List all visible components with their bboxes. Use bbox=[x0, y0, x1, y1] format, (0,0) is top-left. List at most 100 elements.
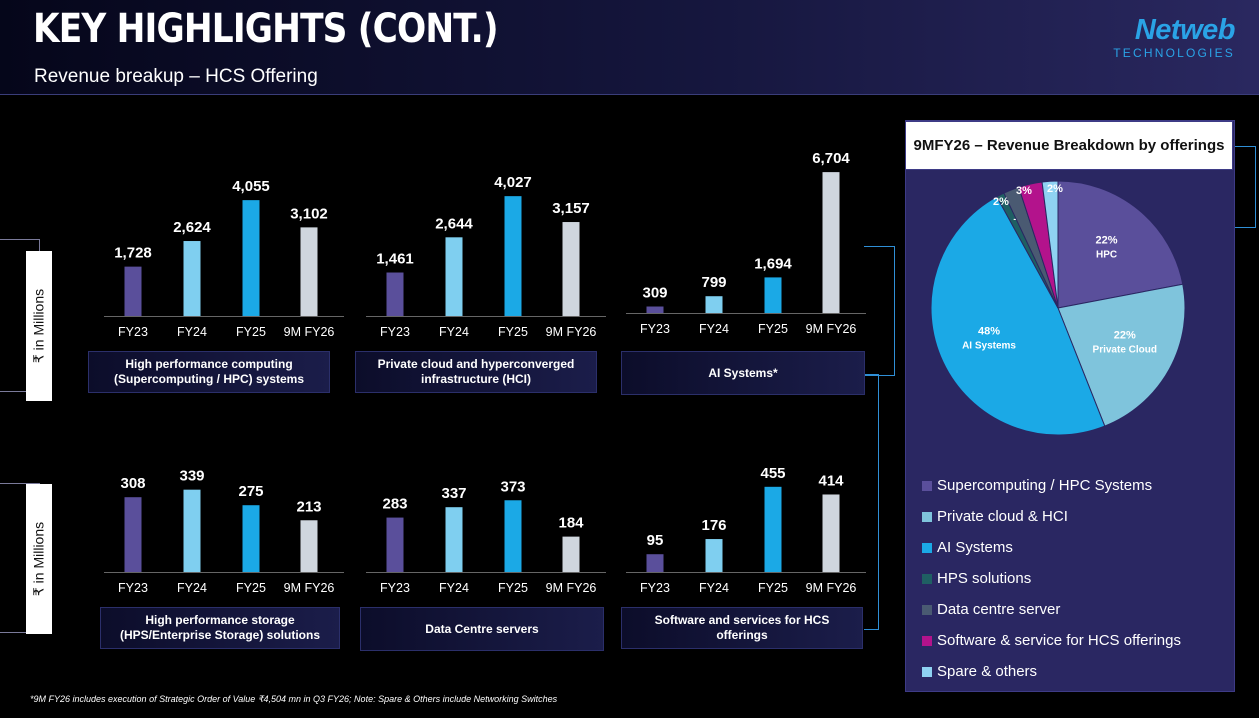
category-label: FY24 bbox=[439, 581, 469, 595]
bar-value-label: 3,157 bbox=[552, 200, 590, 217]
bar-chart-0: 1,728 FY23 2,624 FY24 4,055 FY25 3,102 9M FY26 bbox=[104, 178, 344, 339]
pie-title: 9MFY26 – Revenue Breakdown by offerings bbox=[905, 121, 1233, 170]
bar-value-label: 308 bbox=[120, 475, 145, 492]
bar bbox=[445, 507, 463, 572]
bar-value-label: 4,027 bbox=[494, 174, 532, 191]
legend-item: Supercomputing / HPC Systems bbox=[922, 470, 1181, 501]
axis-label-top: ₹ in Millions bbox=[26, 251, 52, 401]
header-bar: KEY HIGHLIGHTS (CONT.) Revenue breakup –… bbox=[0, 0, 1259, 95]
category-label: FY25 bbox=[758, 322, 788, 336]
bar-value-label: 799 bbox=[701, 274, 726, 291]
bar bbox=[504, 196, 522, 316]
category-label: FY23 bbox=[118, 325, 148, 339]
caption-ai: AI Systems* bbox=[621, 351, 865, 395]
bar bbox=[183, 489, 201, 572]
bar-value-label: 1,728 bbox=[114, 245, 152, 262]
category-label: FY24 bbox=[177, 581, 207, 595]
bar-value-label: 4,055 bbox=[232, 178, 270, 195]
bar-value-label: 2,624 bbox=[173, 219, 211, 236]
legend-label: AI Systems bbox=[937, 539, 1013, 556]
category-label: 9M FY26 bbox=[546, 325, 597, 339]
bar bbox=[646, 306, 664, 313]
category-label: FY25 bbox=[498, 325, 528, 339]
bar-value-label: 309 bbox=[642, 285, 667, 302]
bar-value-label: 414 bbox=[818, 472, 844, 489]
legend-label: Supercomputing / HPC Systems bbox=[937, 477, 1153, 494]
bar bbox=[646, 554, 664, 572]
category-label: FY25 bbox=[236, 581, 266, 595]
bar-value-label: 184 bbox=[558, 515, 584, 532]
pie-slice bbox=[1057, 180, 1184, 309]
legend-label: Software & service for HCS offerings bbox=[937, 632, 1181, 649]
legend-item: Data centre server bbox=[922, 594, 1181, 625]
bar-value-label: 95 bbox=[647, 532, 664, 549]
caption-dc: Data Centre servers bbox=[360, 607, 604, 651]
category-label: FY23 bbox=[640, 581, 670, 595]
bar-value-label: 339 bbox=[179, 468, 204, 485]
legend-item: Spare & others bbox=[922, 656, 1181, 687]
legend-label: Spare & others bbox=[937, 663, 1038, 680]
pie-slice-sublabel: Private Cloud bbox=[1093, 345, 1157, 356]
page-subtitle: Revenue breakup – HCS Offering bbox=[34, 66, 318, 87]
pie-slice bbox=[930, 196, 1106, 436]
bar bbox=[124, 266, 142, 316]
bar-value-label: 373 bbox=[500, 478, 525, 495]
bar bbox=[705, 539, 723, 572]
pie-slice-sublabel: HPC bbox=[1096, 249, 1117, 260]
bar-chart-1: 1,461 FY23 2,644 FY24 4,027 FY25 3,157 9M FY26 bbox=[366, 174, 606, 339]
bar-value-label: 455 bbox=[760, 465, 785, 482]
category-label: FY24 bbox=[439, 325, 469, 339]
legend-swatch bbox=[922, 635, 932, 646]
category-label: FY23 bbox=[118, 581, 148, 595]
category-label: 9M FY26 bbox=[806, 581, 857, 595]
pie-legend: Supercomputing / HPC Systems Private clo… bbox=[922, 470, 1181, 687]
page-title: KEY HIGHLIGHTS (CONT.) bbox=[33, 6, 499, 52]
caption-hps: High performance storage (HPS/Enterprise… bbox=[100, 607, 340, 649]
category-label: 9M FY26 bbox=[546, 581, 597, 595]
category-label: 9M FY26 bbox=[806, 322, 857, 336]
bar bbox=[504, 500, 522, 572]
category-label: FY24 bbox=[699, 322, 729, 336]
bar-value-label: 213 bbox=[296, 498, 321, 515]
legend-swatch bbox=[922, 604, 932, 615]
pie-slice-label: 22% bbox=[1114, 330, 1136, 342]
legend-swatch bbox=[922, 573, 932, 584]
bar-value-label: 2,644 bbox=[435, 215, 473, 232]
bar bbox=[242, 200, 260, 316]
category-label: FY23 bbox=[380, 325, 410, 339]
bar bbox=[764, 486, 782, 572]
legend-item: HPS solutions bbox=[922, 563, 1181, 594]
category-label: FY25 bbox=[498, 581, 528, 595]
bar-value-label: 3,102 bbox=[290, 205, 328, 222]
pie-slice-label: 2% bbox=[993, 196, 1009, 208]
bar bbox=[300, 520, 318, 572]
legend-swatch bbox=[922, 666, 932, 677]
bar-chart-3: 308 FY23 339 FY24 275 FY25 213 9M FY26 bbox=[104, 468, 344, 595]
category-label: FY23 bbox=[640, 322, 670, 336]
bar bbox=[242, 505, 260, 572]
bar-value-label: 6,704 bbox=[812, 150, 850, 167]
category-label: 9M FY26 bbox=[284, 581, 335, 595]
pie-slice-label: 48% bbox=[978, 325, 1000, 337]
category-label: FY25 bbox=[758, 581, 788, 595]
category-label: 9M FY26 bbox=[284, 325, 335, 339]
bar-value-label: 1,461 bbox=[376, 251, 414, 268]
bar-value-label: 283 bbox=[382, 496, 407, 513]
company-logo: Netweb bbox=[1134, 14, 1236, 46]
connector-bottom bbox=[864, 374, 879, 630]
bar bbox=[386, 517, 404, 572]
bar-value-label: 337 bbox=[441, 485, 466, 502]
bar-value-label: 275 bbox=[238, 483, 263, 500]
connector-top bbox=[864, 246, 895, 376]
bar bbox=[386, 272, 404, 316]
legend-swatch bbox=[922, 542, 932, 553]
caption-hci: Private cloud and hyperconverged infrast… bbox=[355, 351, 597, 393]
bar-chart-4: 283 FY23 337 FY24 373 FY25 184 9M FY26 bbox=[366, 478, 606, 595]
footnote: *9M FY26 includes execution of Strategic… bbox=[30, 694, 558, 704]
legend-item: Software & service for HCS offerings bbox=[922, 625, 1181, 656]
bar bbox=[183, 241, 201, 316]
legend-item: Private cloud & HCI bbox=[922, 501, 1181, 532]
pie-slice-sublabel: AI Systems bbox=[962, 340, 1016, 351]
bar-value-label: 1,694 bbox=[754, 255, 792, 272]
